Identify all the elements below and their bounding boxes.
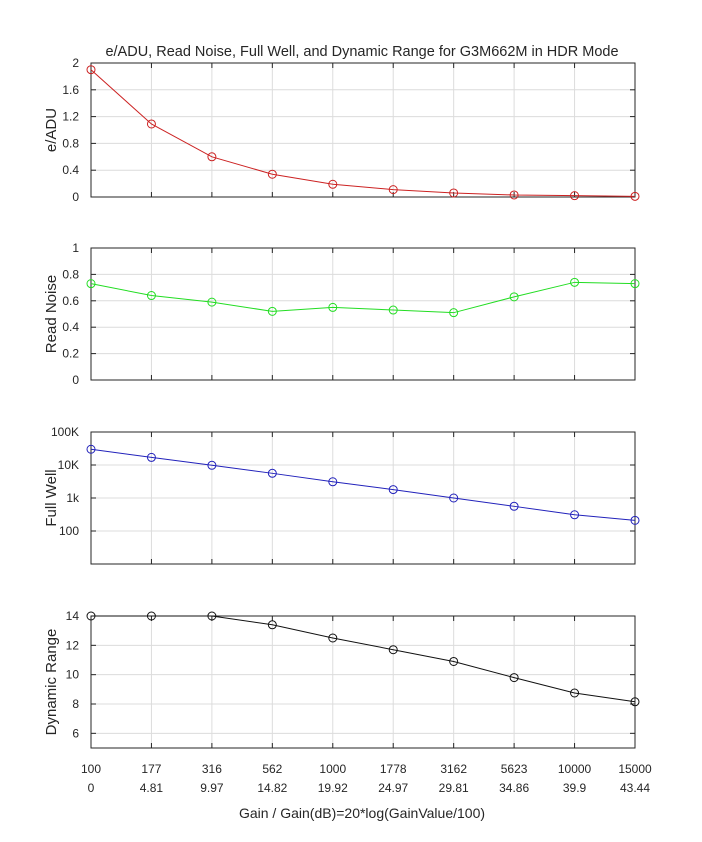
x-tick-label: 10000 <box>558 762 592 776</box>
x-tick-label: 562 <box>262 762 282 776</box>
x-tick-label: 3162 <box>440 762 467 776</box>
x-tick-label-db: 0 <box>88 781 95 795</box>
y-tick-label: 12 <box>66 638 80 652</box>
y-axis-title: e/ADU <box>43 108 60 152</box>
figure-title: e/ADU, Read Noise, Full Well, and Dynami… <box>105 44 618 60</box>
x-axis-labels: 100 177 316 562 1000 1778 3162 5623 10000 15000 0 4… <box>81 762 652 795</box>
x-tick-label: 100 <box>81 762 101 776</box>
y-tick-label: 10K <box>58 458 79 472</box>
x-tick-label: 1000 <box>319 762 346 776</box>
y-tick-label: 100K <box>51 425 79 439</box>
y-tick-label: 1k <box>66 491 80 505</box>
plot-area <box>91 248 635 380</box>
y-tick-label: 0 <box>72 373 79 387</box>
plot-area <box>91 63 635 197</box>
panel-1: 0 0.4 0.8 1.2 1.6 2 e/ADU <box>43 56 639 204</box>
x-tick-label-db: 29.81 <box>439 781 469 795</box>
x-tick-label: 1778 <box>380 762 407 776</box>
y-tick-label: 0.6 <box>62 294 79 308</box>
plot-area <box>91 616 635 748</box>
x-tick-label-db: 34.86 <box>499 781 529 795</box>
y-tick-label: 2 <box>72 56 79 70</box>
x-tick-label: 5623 <box>501 762 528 776</box>
x-tick-label-db: 43.44 <box>620 781 650 795</box>
y-tick-label: 1.6 <box>62 83 79 97</box>
panel-3: 100 1k 10K 100K Full Well <box>43 425 639 564</box>
x-tick-label-db: 14.82 <box>257 781 287 795</box>
y-tick-label: 1 <box>72 241 79 255</box>
panel-2: 0 0.2 0.4 0.6 0.8 1 Read Noise <box>43 241 639 387</box>
x-axis-title: Gain / Gain(dB)=20*log(GainValue/100) <box>239 805 485 821</box>
x-tick-label-db: 24.97 <box>378 781 408 795</box>
x-tick-label-db: 19.92 <box>318 781 348 795</box>
x-tick-label-db: 39.9 <box>563 781 587 795</box>
x-tick-label: 177 <box>141 762 161 776</box>
y-axis-title: Full Well <box>43 469 60 526</box>
y-tick-label: 0.8 <box>62 136 79 150</box>
y-axis-title: Dynamic Range <box>43 629 60 736</box>
x-tick-label-db: 4.81 <box>140 781 164 795</box>
x-tick-label: 15000 <box>618 762 652 776</box>
y-tick-label: 0.4 <box>62 320 79 334</box>
y-tick-label: 1.2 <box>62 110 79 124</box>
y-tick-label: 8 <box>72 697 79 711</box>
panel-4: 6 8 10 12 14 Dynamic Range <box>43 609 639 748</box>
y-tick-label: 0 <box>72 190 79 204</box>
y-axis-title: Read Noise <box>43 275 60 353</box>
y-tick-label: 0.4 <box>62 163 79 177</box>
x-tick-label: 316 <box>202 762 222 776</box>
y-tick-label: 10 <box>66 668 80 682</box>
y-tick-label: 0.2 <box>62 347 79 361</box>
y-tick-label: 100 <box>59 524 79 538</box>
y-tick-label: 6 <box>72 726 79 740</box>
y-tick-label: 0.8 <box>62 267 79 281</box>
y-tick-label: 14 <box>66 609 80 623</box>
x-tick-label-db: 9.97 <box>200 781 224 795</box>
